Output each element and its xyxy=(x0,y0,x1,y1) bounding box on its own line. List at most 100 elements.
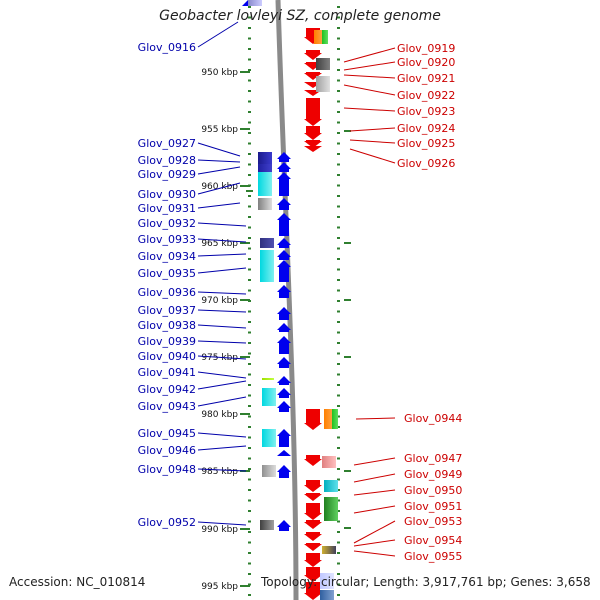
reverse-gene-arrow xyxy=(304,567,322,582)
gene-block xyxy=(322,30,328,44)
gene-block xyxy=(262,388,276,406)
tick-dot xyxy=(248,310,251,313)
tick-dot xyxy=(337,216,340,218)
gene-block xyxy=(332,409,338,429)
reverse-gene-arrow xyxy=(304,582,322,600)
tick-dot xyxy=(248,48,251,50)
tick-dot xyxy=(337,457,340,460)
right-gene-label: Glov_0921 xyxy=(397,72,455,85)
tick-dot xyxy=(337,258,340,260)
tick-dot xyxy=(337,594,340,596)
right-gene-label: Glov_0950 xyxy=(404,484,462,497)
reverse-gene-arrow xyxy=(304,532,322,541)
right-label-leader xyxy=(343,107,396,112)
minor-tick xyxy=(344,527,351,529)
tick-dot xyxy=(337,279,340,281)
right-label-leader xyxy=(353,520,396,544)
right-gene-label: Glov_0949 xyxy=(404,468,462,481)
tick-dot xyxy=(337,573,340,575)
forward-gene-arrow xyxy=(277,152,291,162)
kbp-tick-mark xyxy=(240,356,250,358)
tick-dot xyxy=(248,562,251,565)
right-gene-label: Glov_0926 xyxy=(397,157,455,170)
left-gene-label: Glov_0943 xyxy=(138,400,196,413)
tick-dot xyxy=(248,27,251,29)
left-gene-label: Glov_0933 xyxy=(138,233,196,246)
tick-dot xyxy=(337,405,340,407)
map-title: Geobacter lovleyi SZ, complete genome xyxy=(159,8,441,24)
tick-dot xyxy=(248,216,251,218)
gene-block xyxy=(320,590,334,600)
tick-dot xyxy=(337,268,340,271)
forward-gene-arrow xyxy=(277,336,291,354)
left-label-leader xyxy=(197,291,247,295)
kbp-tick-mark xyxy=(240,413,250,415)
kbp-tick-label: 965 kbp xyxy=(201,239,238,249)
tick-dot xyxy=(337,90,340,92)
tick-dot xyxy=(337,447,340,449)
right-label-leader xyxy=(353,473,396,483)
reverse-gene-arrow xyxy=(304,553,322,567)
left-label-leader xyxy=(197,253,247,257)
right-gene-label: Glov_0953 xyxy=(404,515,462,528)
right-gene-label: Glov_0944 xyxy=(404,412,462,425)
reverse-gene-arrow xyxy=(304,50,322,60)
tick-dot xyxy=(337,37,340,40)
tick-dot xyxy=(248,289,251,292)
tick-dot xyxy=(337,583,340,586)
tick-dot xyxy=(337,79,340,82)
left-gene-label: Glov_0946 xyxy=(138,444,196,457)
gene-block xyxy=(258,164,272,172)
left-gene-label: Glov_0927 xyxy=(138,137,196,150)
tick-dot xyxy=(248,489,251,491)
tick-dot xyxy=(337,195,340,197)
kbp-tick-mark xyxy=(240,528,250,530)
reverse-gene-arrow xyxy=(304,520,322,529)
left-label-leader xyxy=(197,521,247,526)
tick-dot xyxy=(248,100,251,103)
tick-dot xyxy=(248,195,251,197)
right-label-leader xyxy=(349,127,396,132)
left-label-leader xyxy=(197,355,247,360)
left-gene-label: Glov_0945 xyxy=(138,427,196,440)
tick-dot xyxy=(337,121,340,124)
gene-block xyxy=(260,250,274,282)
tick-dot xyxy=(337,142,340,145)
forward-gene-arrow xyxy=(277,198,291,210)
right-gene-label: Glov_0947 xyxy=(404,452,462,465)
forward-gene-arrow xyxy=(277,520,291,531)
left-gene-label: Glov_0938 xyxy=(138,319,196,332)
forward-gene-arrow xyxy=(277,250,291,260)
tick-layer: 950 kbp 955 kbp 960 kbp 965 kbp 970 kbp 975 k… xyxy=(201,6,351,596)
gene-block xyxy=(258,198,272,210)
right-label-leader xyxy=(343,47,396,63)
forward-gene-arrow xyxy=(277,238,291,248)
right-gene-label: Glov_0924 xyxy=(397,122,455,135)
left-label-leader xyxy=(197,21,239,48)
reverse-gene-arrow xyxy=(304,455,322,466)
kbp-tick-label: 975 kbp xyxy=(201,353,238,363)
forward-gene-arrow xyxy=(277,323,291,332)
left-label-leader xyxy=(197,222,247,227)
tick-dot xyxy=(337,520,340,523)
forward-gene-arrow xyxy=(277,429,291,447)
minor-tick xyxy=(246,190,253,192)
right-label-leader xyxy=(353,539,396,547)
tick-dot xyxy=(248,352,251,355)
tick-dot xyxy=(248,58,251,61)
tick-dot xyxy=(248,499,251,502)
left-label-leader xyxy=(197,371,247,379)
gene-block xyxy=(262,429,276,447)
tick-dot xyxy=(248,541,251,544)
tick-dot xyxy=(248,342,251,344)
tick-dot xyxy=(337,48,340,50)
kbp-tick-label: 960 kbp xyxy=(201,182,238,192)
tick-dot xyxy=(337,342,340,344)
left-gene-label: Glov_0937 xyxy=(138,304,196,317)
tick-dot xyxy=(337,289,340,292)
tick-dot xyxy=(248,531,251,533)
right-label-leader xyxy=(349,139,396,144)
tick-dot xyxy=(337,384,340,386)
